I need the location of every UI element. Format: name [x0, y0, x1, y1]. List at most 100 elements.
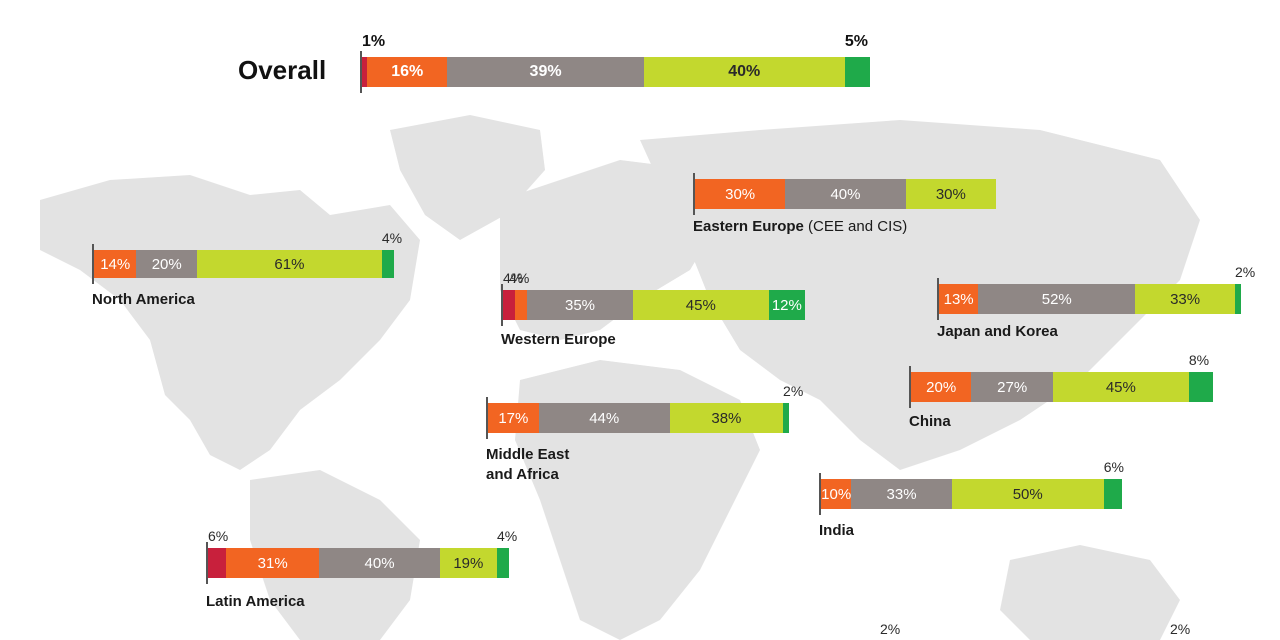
stacked-bar: 16% 39% 40% [362, 57, 870, 87]
north-america-shape [40, 175, 420, 470]
bar-segment-low: 17% [488, 403, 539, 433]
stacked-bar: 35% 45% 12% [503, 290, 805, 320]
bar-segment-low: 16% [367, 57, 448, 87]
region-north-america: 14% 20% 61% 4% North America [92, 230, 402, 308]
stacked-bar: 17% 44% 38% [488, 403, 789, 433]
data-label: 39% [529, 63, 562, 80]
data-label-above: 4% [496, 528, 518, 544]
partial-label: 2% [1170, 621, 1191, 637]
data-label-above: 8% [1188, 352, 1210, 368]
bar-segment-very-high [381, 250, 394, 278]
region-middle-east-africa: 17% 44% 38% 2% Middle East and Africa [486, 383, 803, 483]
data-label: 40% [728, 63, 761, 80]
overall-title: Overall [238, 55, 327, 85]
region-name: Latin America [206, 592, 305, 612]
bar-segment-very-high [1188, 372, 1213, 402]
bar-segment-high: 38% [669, 403, 784, 433]
bar-segment-very-high [1234, 284, 1241, 314]
region-name-text: Western Europe [501, 331, 616, 348]
region-name-text: Middle East [486, 446, 570, 463]
bar-segment-medium: 39% [447, 57, 644, 87]
data-label: 40% [364, 554, 395, 572]
data-label: 10% [821, 485, 852, 503]
region-name-line2: and Africa [486, 466, 559, 483]
data-label: 19% [453, 554, 484, 572]
region-eastern-europe: 30% 40% 30% Eastern Europe (CEE and CIS) [693, 173, 996, 235]
partial-label: 2% [880, 621, 901, 637]
region-name-text: Japan and Korea [937, 323, 1058, 340]
region-latin-america: 31% 40% 19% 6% 4% Latin America [206, 528, 517, 610]
data-label: 45% [1105, 378, 1136, 396]
bar-segment-high: 19% [439, 548, 497, 578]
data-label-above: 4% [503, 270, 524, 286]
bar-stem [501, 284, 503, 326]
region-name: North America [92, 290, 195, 310]
data-label: 30% [725, 185, 756, 203]
bar-segment-medium: 27% [971, 372, 1053, 402]
stacked-bar: 14% 20% 61% [94, 250, 394, 278]
region-western-europe: 35% 45% 12% 4% 4% Western Europe [501, 270, 805, 348]
region-name: China [909, 412, 951, 432]
bar-segment-low: 13% [939, 284, 979, 314]
data-label: 17% [498, 409, 529, 427]
region-name: Eastern Europe (CEE and CIS) [693, 217, 907, 237]
stacked-bar: 13% 52% 33% [939, 284, 1241, 314]
region-india: 10% 33% 50% 6% India [819, 459, 1124, 539]
bar-segment-medium: 44% [538, 403, 670, 433]
data-label: 31% [257, 554, 288, 572]
bar-segment-low: 14% [94, 250, 137, 278]
data-label: 50% [1012, 485, 1043, 503]
data-label: 20% [926, 378, 957, 396]
data-label-above: 4% [509, 270, 530, 286]
bar-segment-high: 40% [643, 57, 845, 87]
bar-stem [360, 51, 362, 93]
data-label: 52% [1041, 290, 1072, 308]
region-name: Western Europe [501, 330, 616, 350]
data-label: 33% [886, 485, 917, 503]
region-name-text: India [819, 522, 855, 539]
region-name-text: North America [92, 291, 195, 308]
data-label-above: 2% [1234, 264, 1256, 280]
bar-segment-medium: 40% [319, 548, 440, 578]
region-name: Middle East and Africa [486, 445, 569, 485]
data-label: 27% [997, 378, 1028, 396]
bar-segment-very-high [783, 403, 789, 433]
region-name: India [819, 521, 854, 541]
data-label-above: 1% [362, 33, 386, 50]
data-label: 44% [589, 409, 620, 427]
data-label-above: 4% [381, 230, 403, 246]
bar-segment-very-high [496, 548, 509, 578]
data-label: 13% [943, 290, 974, 308]
bar-segment-very-high [1103, 479, 1122, 509]
bar-stem [909, 366, 911, 408]
bar-segment-low [515, 290, 528, 320]
bar-stem [486, 397, 488, 439]
data-label: 30% [935, 185, 966, 203]
data-label: 20% [151, 255, 182, 273]
data-label-above: 2% [783, 383, 804, 399]
bar-segment-low: 10% [821, 479, 852, 509]
region-name-text: Eastern Europe [693, 218, 804, 235]
bar-segment-medium: 52% [978, 284, 1136, 314]
bar-segment-medium: 20% [136, 250, 198, 278]
bar-segment-very-high: 12% [768, 290, 805, 320]
bar-stem [206, 542, 208, 584]
region-name: Japan and Korea [937, 322, 1058, 342]
bar-segment-medium: 35% [527, 290, 633, 320]
data-label: 38% [711, 409, 742, 427]
bar-segment-medium: 33% [851, 479, 952, 509]
bar-segment-high: 45% [632, 290, 769, 320]
bar-segment-high: 33% [1135, 284, 1235, 314]
data-label: 35% [564, 296, 596, 314]
data-label-above: 6% [208, 528, 229, 544]
bar-segment-very-high [844, 57, 870, 87]
bar-segment-high: 30% [905, 179, 996, 209]
data-label: 14% [100, 255, 131, 273]
bar-stem [92, 244, 94, 284]
bar-segment-low: 31% [226, 548, 320, 578]
data-label-above: 6% [1103, 459, 1124, 475]
stacked-bar: 30% 40% 30% [695, 179, 996, 209]
region-china: 20% 27% 45% 8% China [909, 352, 1213, 430]
bar-segment-low: 20% [911, 372, 972, 402]
